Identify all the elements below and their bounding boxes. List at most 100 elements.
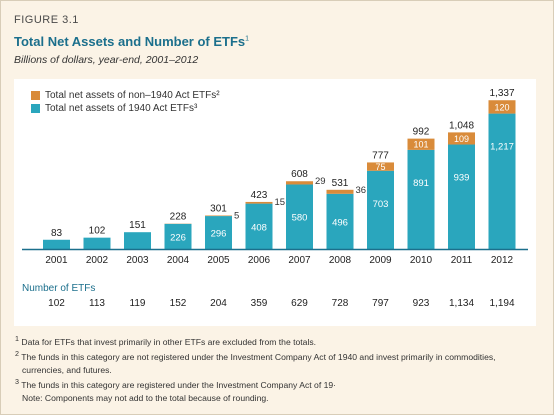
bar-1940-2002 — [83, 237, 111, 249]
x-tick-label-2002: 2002 — [86, 255, 109, 266]
x-tick-label-2007: 2007 — [288, 255, 311, 266]
total-label-2006: 423 — [251, 190, 268, 201]
total-label-2009: 777 — [372, 150, 389, 161]
x-tick-label-2006: 2006 — [248, 255, 271, 266]
chart-subtitle: Billions of dollars, year-end, 2001–2012 — [14, 54, 199, 66]
data-label-1940-2012: 1,217 — [490, 142, 514, 153]
bar-non1940-2009 — [367, 162, 394, 171]
total-label-2004: 228 — [170, 212, 187, 223]
x-tick-label-2005: 2005 — [207, 255, 230, 266]
chart-area: Total net assets of non–1940 Act ETFs² T… — [14, 79, 536, 326]
footnotes: 1 Data for ETFs that invest primarily in… — [15, 333, 543, 404]
bar-1940-2010 — [407, 149, 435, 249]
data-label-non1940-2012: 120 — [494, 102, 509, 112]
etf-count-2009: 797 — [372, 298, 389, 309]
side-label-non1940-2005: 5 — [234, 211, 239, 222]
footnote-3-mark: 3 — [15, 378, 19, 387]
x-tick-label-2001: 2001 — [45, 255, 68, 266]
total-label-2007: 608 — [291, 169, 308, 180]
data-label-1940-2004: 226 — [170, 232, 186, 243]
bar-1940-2012 — [488, 113, 516, 249]
legend-swatch-non1940 — [31, 91, 40, 100]
data-label-non1940-2011: 109 — [454, 134, 469, 144]
legend: Total net assets of non–1940 Act ETFs² T… — [31, 89, 220, 115]
etf-count-2012: 1,194 — [489, 298, 514, 309]
data-label-1940-2007: 580 — [292, 212, 308, 223]
data-label-1940-2009: 703 — [373, 199, 389, 210]
footnote-1-text: Data for ETFs that invest primarily in o… — [21, 336, 317, 347]
bar-non1940-2008 — [326, 189, 354, 194]
etf-count-2008: 728 — [332, 298, 349, 309]
x-tick-label-2011: 2011 — [451, 255, 473, 266]
chart-title-text: Total Net Assets and Number of ETFs — [14, 34, 246, 49]
x-tick-label-2010: 2010 — [410, 255, 433, 266]
footnote-2: 2 The funds in this category are not reg… — [15, 348, 543, 363]
data-label-1940-2008: 496 — [332, 217, 348, 228]
total-label-2011: 1,048 — [449, 120, 474, 131]
bar-1940-2006 — [245, 203, 273, 249]
etf-count-2004: 152 — [170, 298, 187, 309]
chart-svg: 83 2001 102 102 2002 113 151 2003 119 226 228 2004 1… — [22, 88, 528, 309]
legend-item-1940: Total net assets of 1940 Act ETFs³ — [31, 102, 220, 115]
footnote-1: 1 Data for ETFs that invest primarily in… — [15, 333, 543, 348]
bar-1940-2005 — [205, 216, 232, 249]
data-label-1940-2010: 891 — [413, 178, 429, 189]
footnote-2-cont: currencies, and futures. — [22, 364, 112, 375]
etf-count-2007: 629 — [291, 298, 308, 309]
etf-count-2005: 204 — [210, 298, 227, 309]
bar-non1940-2010 — [407, 138, 435, 150]
footnote-3: 3 The funds in this category are registe… — [15, 376, 543, 391]
legend-label-1940: Total net assets of 1940 Act ETFs³ — [45, 103, 198, 114]
bar-1940-2004 — [164, 223, 192, 249]
side-label-non1940-2006: 15 — [275, 197, 286, 208]
x-tick-label-2012: 2012 — [491, 255, 514, 266]
total-label-2008: 531 — [332, 178, 349, 189]
footnote-1-mark: 1 — [15, 335, 19, 343]
chart-title: Total Net Assets and Number of ETFs1 — [14, 34, 249, 49]
etf-count-2001: 102 — [48, 298, 65, 309]
x-tick-label-2004: 2004 — [167, 255, 190, 266]
total-label-2003: 151 — [129, 220, 146, 231]
data-label-non1940-2010: 101 — [413, 140, 428, 150]
legend-label-non1940: Total net assets of non–1940 Act ETFs² — [45, 90, 220, 101]
total-label-2012: 1,337 — [489, 88, 514, 99]
total-label-2002: 102 — [89, 226, 106, 237]
x-tick-label-2009: 2009 — [369, 255, 392, 266]
side-label-non1940-2007: 29 — [315, 176, 326, 187]
footnote-3-text: The funds in this category are registere… — [21, 380, 337, 391]
bar-1940-2011 — [448, 144, 475, 249]
data-label-1940-2006: 408 — [251, 222, 267, 233]
total-label-2010: 992 — [413, 127, 430, 138]
data-label-non1940-2009: 75 — [375, 162, 385, 172]
footnote-note: Note: Components may not add to the tota… — [22, 392, 269, 403]
bar-1940-2007 — [286, 184, 313, 249]
etf-count-2002: 113 — [89, 298, 105, 309]
data-label-1940-2011: 939 — [454, 173, 470, 184]
bar-1940-2001 — [43, 239, 70, 249]
etf-count-2006: 359 — [251, 298, 268, 309]
footnote-2-text: The funds in this category are not regis… — [21, 352, 496, 363]
bar-non1940-2005 — [205, 215, 232, 217]
bar-non1940-2006 — [245, 201, 273, 204]
etf-count-2003: 119 — [130, 298, 146, 309]
etf-count-2010: 923 — [413, 298, 430, 309]
legend-swatch-1940 — [31, 104, 40, 113]
etf-count-2011: 1,134 — [449, 298, 474, 309]
x-tick-label-2003: 2003 — [126, 255, 149, 266]
chart-title-footnote-mark: 1 — [245, 35, 250, 43]
legend-item-non1940: Total net assets of non–1940 Act ETFs² — [31, 89, 220, 102]
bar-non1940-2012 — [488, 100, 516, 114]
etf-count-header: Number of ETFs — [22, 283, 95, 294]
bar-1940-2009 — [367, 170, 394, 249]
x-tick-label-2008: 2008 — [329, 255, 352, 266]
figure-label: FIGURE 3.1 — [14, 14, 79, 26]
bar-non1940-2011 — [448, 132, 475, 145]
total-label-2001: 83 — [51, 228, 63, 239]
total-label-2005: 301 — [210, 204, 227, 215]
footnote-2-mark: 2 — [15, 350, 19, 359]
side-label-non1940-2008: 36 — [356, 185, 367, 196]
bar-non1940-2007 — [286, 181, 313, 185]
bar-1940-2003 — [124, 232, 151, 249]
bar-1940-2008 — [326, 193, 354, 249]
